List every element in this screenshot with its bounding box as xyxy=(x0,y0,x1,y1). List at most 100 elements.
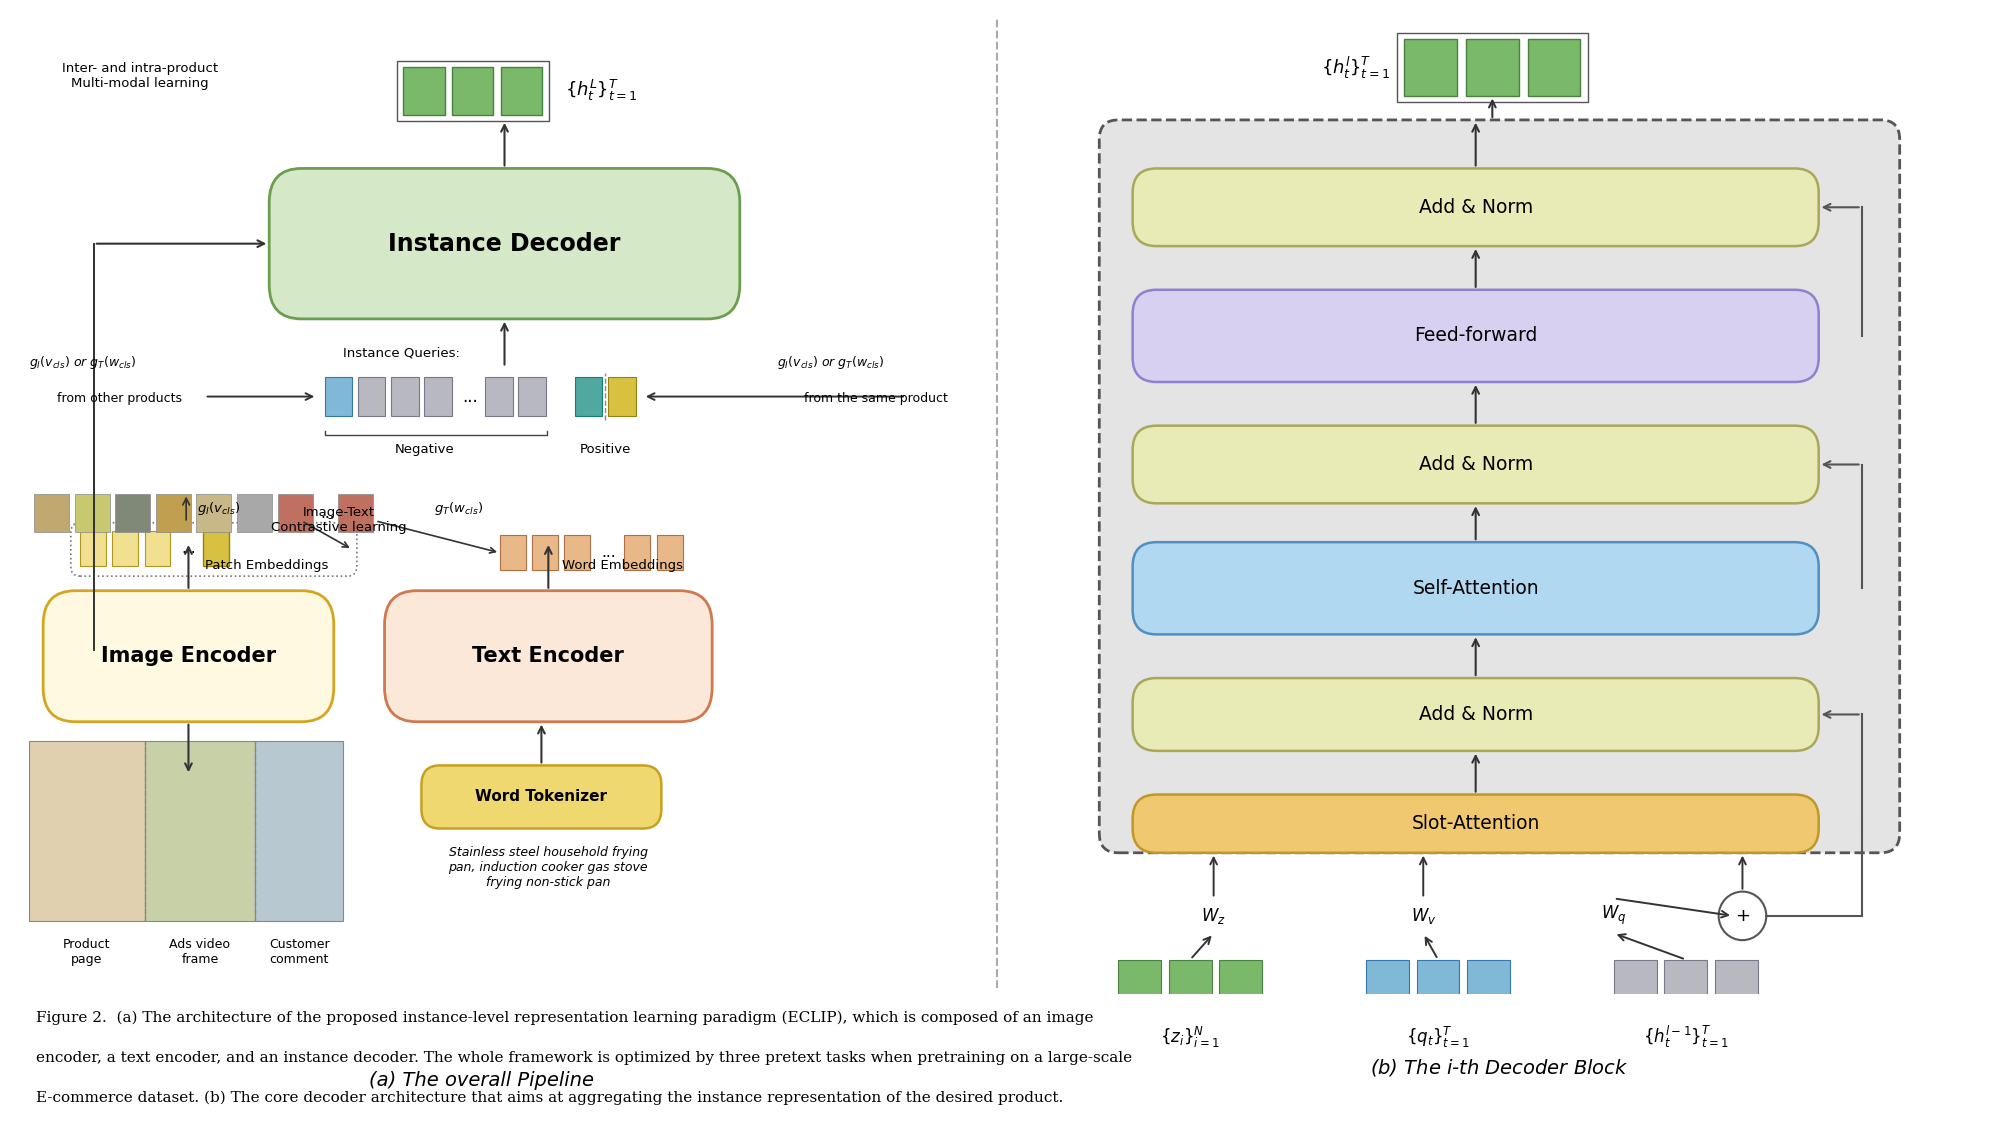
Bar xyxy=(499,536,525,570)
Text: Negative: Negative xyxy=(395,443,453,457)
Bar xyxy=(656,536,682,570)
Bar xyxy=(1404,39,1456,96)
Bar xyxy=(391,377,419,416)
Bar xyxy=(485,377,513,416)
Bar xyxy=(237,493,273,532)
Bar xyxy=(203,531,229,566)
Text: Self-Attention: Self-Attention xyxy=(1412,579,1538,597)
Text: $\{z_i\}_{i=1}^N$: $\{z_i\}_{i=1}^N$ xyxy=(1159,1024,1219,1049)
Text: $g_T(w_{cls})$: $g_T(w_{cls})$ xyxy=(433,500,483,516)
Text: encoder, a text encoder, and an instance decoder. The whole framework is optimiz: encoder, a text encoder, and an instance… xyxy=(36,1051,1131,1064)
Bar xyxy=(156,493,190,532)
FancyBboxPatch shape xyxy=(385,590,712,722)
Bar xyxy=(325,377,353,416)
Bar xyxy=(144,531,170,566)
Bar xyxy=(339,493,373,532)
Text: Slot-Attention: Slot-Attention xyxy=(1412,814,1540,834)
Text: $\{h_t^l\}_{t=1}^T$: $\{h_t^l\}_{t=1}^T$ xyxy=(1319,55,1389,81)
FancyBboxPatch shape xyxy=(1133,795,1819,853)
Bar xyxy=(1466,39,1518,96)
Text: $W_q$: $W_q$ xyxy=(1600,904,1626,927)
Bar xyxy=(1466,959,1510,1008)
Text: $\{q_t\}_{t=1}^T$: $\{q_t\}_{t=1}^T$ xyxy=(1406,1024,1470,1049)
FancyBboxPatch shape xyxy=(1133,542,1819,635)
Text: from other products: from other products xyxy=(56,392,182,405)
Bar xyxy=(255,741,343,920)
Text: $\{h_t^L\}_{t=1}^T$: $\{h_t^L\}_{t=1}^T$ xyxy=(565,79,638,103)
Text: Text Encoder: Text Encoder xyxy=(471,646,624,666)
Text: E-commerce dataset. (b) The core decoder architecture that aims at aggregating t: E-commerce dataset. (b) The core decoder… xyxy=(36,1091,1063,1105)
Text: ...: ... xyxy=(321,506,335,521)
FancyBboxPatch shape xyxy=(421,765,662,829)
FancyBboxPatch shape xyxy=(1133,426,1819,504)
Text: Add & Norm: Add & Norm xyxy=(1418,455,1532,474)
Text: Customer
comment: Customer comment xyxy=(269,939,329,966)
Bar xyxy=(1612,959,1656,1008)
Bar xyxy=(563,536,589,570)
Bar xyxy=(1219,959,1261,1008)
Text: $W_z$: $W_z$ xyxy=(1201,906,1225,926)
Bar xyxy=(1169,959,1211,1008)
Bar xyxy=(30,741,144,920)
Text: ...: ... xyxy=(182,541,196,556)
Text: Add & Norm: Add & Norm xyxy=(1418,198,1532,217)
Bar xyxy=(1664,959,1706,1008)
Bar xyxy=(397,61,549,121)
Text: $g_I(v_{cls})$: $g_I(v_{cls})$ xyxy=(196,500,241,516)
Text: $g_I(v_{cls})$ or $g_T(w_{cls})$: $g_I(v_{cls})$ or $g_T(w_{cls})$ xyxy=(30,354,136,371)
Bar xyxy=(112,531,138,566)
Text: ...: ... xyxy=(602,546,616,561)
Bar xyxy=(34,493,68,532)
Text: (b) The $i$-th Decoder Block: (b) The $i$-th Decoder Block xyxy=(1369,1056,1628,1078)
Text: Instance Queries:: Instance Queries: xyxy=(343,346,459,360)
Bar xyxy=(1714,959,1756,1008)
FancyBboxPatch shape xyxy=(1133,168,1819,246)
Bar xyxy=(423,377,451,416)
Text: Positive: Positive xyxy=(579,443,630,457)
FancyBboxPatch shape xyxy=(44,590,333,722)
Bar xyxy=(114,493,150,532)
Bar xyxy=(501,66,541,115)
Circle shape xyxy=(1718,892,1766,940)
Bar xyxy=(357,377,385,416)
Text: Image-Text
Contrastive learning: Image-Text Contrastive learning xyxy=(271,506,407,533)
Text: Inter- and intra-product
Multi-modal learning: Inter- and intra-product Multi-modal lea… xyxy=(62,62,219,90)
FancyBboxPatch shape xyxy=(269,168,740,319)
Text: Feed-forward: Feed-forward xyxy=(1414,327,1536,345)
Bar xyxy=(1395,32,1588,103)
Bar xyxy=(573,377,602,416)
Bar xyxy=(1528,39,1580,96)
Text: Product
page: Product page xyxy=(64,939,110,966)
Text: (a) The overall Pipeline: (a) The overall Pipeline xyxy=(369,1071,593,1091)
FancyBboxPatch shape xyxy=(1133,290,1819,381)
Bar xyxy=(624,536,650,570)
Text: $\{h_t^{l-1}\}_{t=1}^T$: $\{h_t^{l-1}\}_{t=1}^T$ xyxy=(1642,1024,1728,1051)
Bar xyxy=(144,741,255,920)
Bar xyxy=(80,531,106,566)
Bar xyxy=(277,493,313,532)
Text: Instance Decoder: Instance Decoder xyxy=(389,232,620,256)
Text: Image Encoder: Image Encoder xyxy=(100,646,277,666)
Text: ...: ... xyxy=(461,387,477,405)
Text: Ads video
frame: Ads video frame xyxy=(168,939,231,966)
Bar xyxy=(1119,959,1161,1008)
Bar xyxy=(403,66,445,115)
Text: $W_v$: $W_v$ xyxy=(1410,906,1436,926)
Bar xyxy=(196,493,231,532)
Text: Stainless steel household frying
pan, induction cooker gas stove
frying non-stic: Stainless steel household frying pan, in… xyxy=(449,846,648,888)
Bar xyxy=(74,493,110,532)
Text: Add & Norm: Add & Norm xyxy=(1418,705,1532,724)
Text: +: + xyxy=(1734,907,1748,925)
Bar xyxy=(517,377,545,416)
Bar xyxy=(531,536,557,570)
Text: $g_I(v_{cls})$ or $g_T(w_{cls})$: $g_I(v_{cls})$ or $g_T(w_{cls})$ xyxy=(776,354,884,371)
Bar xyxy=(1365,959,1408,1008)
Text: Patch Embeddings: Patch Embeddings xyxy=(205,558,329,572)
Bar xyxy=(608,377,636,416)
FancyBboxPatch shape xyxy=(1099,120,1899,853)
Text: Word Tokenizer: Word Tokenizer xyxy=(475,789,608,804)
Text: Figure 2.  (a) The architecture of the proposed instance-level representation le: Figure 2. (a) The architecture of the pr… xyxy=(36,1011,1093,1026)
Bar xyxy=(1416,959,1460,1008)
FancyBboxPatch shape xyxy=(1133,678,1819,751)
Text: from the same product: from the same product xyxy=(804,392,948,405)
